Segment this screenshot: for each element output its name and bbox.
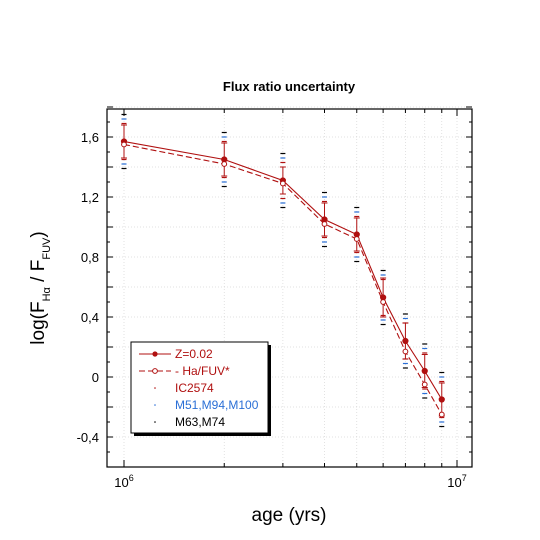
- legend-marker: [152, 351, 158, 357]
- x-axis: 106 107: [114, 109, 467, 490]
- data-point: [438, 411, 445, 418]
- y-tick-label: 0,4: [81, 310, 99, 325]
- chart-title: Flux ratio uncertainty: [223, 79, 356, 94]
- data-point: [421, 367, 428, 375]
- y-axis-label: log(FHα / FFUV): [28, 231, 53, 344]
- data-point: [279, 180, 286, 187]
- plot-frame: [106, 108, 473, 468]
- data-point: [380, 299, 387, 305]
- legend-label: - Ha/FUV*: [175, 364, 230, 378]
- y-tick-label: 1,2: [81, 190, 99, 205]
- data-point: [221, 161, 228, 167]
- plot-area: [120, 113, 445, 428]
- y-tick-label: 1,6: [81, 130, 99, 145]
- legend-marker: [154, 404, 156, 406]
- legend-label: IC2574: [175, 381, 214, 395]
- data-point: [402, 348, 409, 355]
- data-point: [321, 221, 328, 227]
- legend-marker: [154, 387, 156, 389]
- legend-marker: [154, 421, 156, 423]
- x-axis-label: age (yrs): [252, 505, 327, 526]
- data-point: [421, 381, 428, 388]
- y-tick-label: 0,8: [81, 250, 99, 265]
- x-tick-label: 106: [114, 473, 133, 490]
- data-point: [402, 337, 409, 345]
- legend-box: [130, 341, 269, 434]
- y-tick-label: 0: [92, 370, 99, 385]
- legend-label: Z=0.02: [175, 347, 213, 361]
- legend: Z=0.02 - Ha/FUV* IC2574 M51,M94,M100 M63,M74: [130, 341, 271, 436]
- legend-label: M51,M94,M100: [175, 398, 259, 412]
- data-point: [121, 141, 127, 148]
- legend-label: M63,M74: [175, 415, 225, 429]
- x-tick-label: 107: [447, 473, 466, 490]
- legend-marker: [152, 368, 158, 374]
- y-tick-label: -0,4: [77, 430, 99, 445]
- data-point: [438, 396, 445, 403]
- y-axis: -0,4 0 0,4 0,8 1,2 1,6: [77, 106, 472, 468]
- data-point: [353, 236, 360, 242]
